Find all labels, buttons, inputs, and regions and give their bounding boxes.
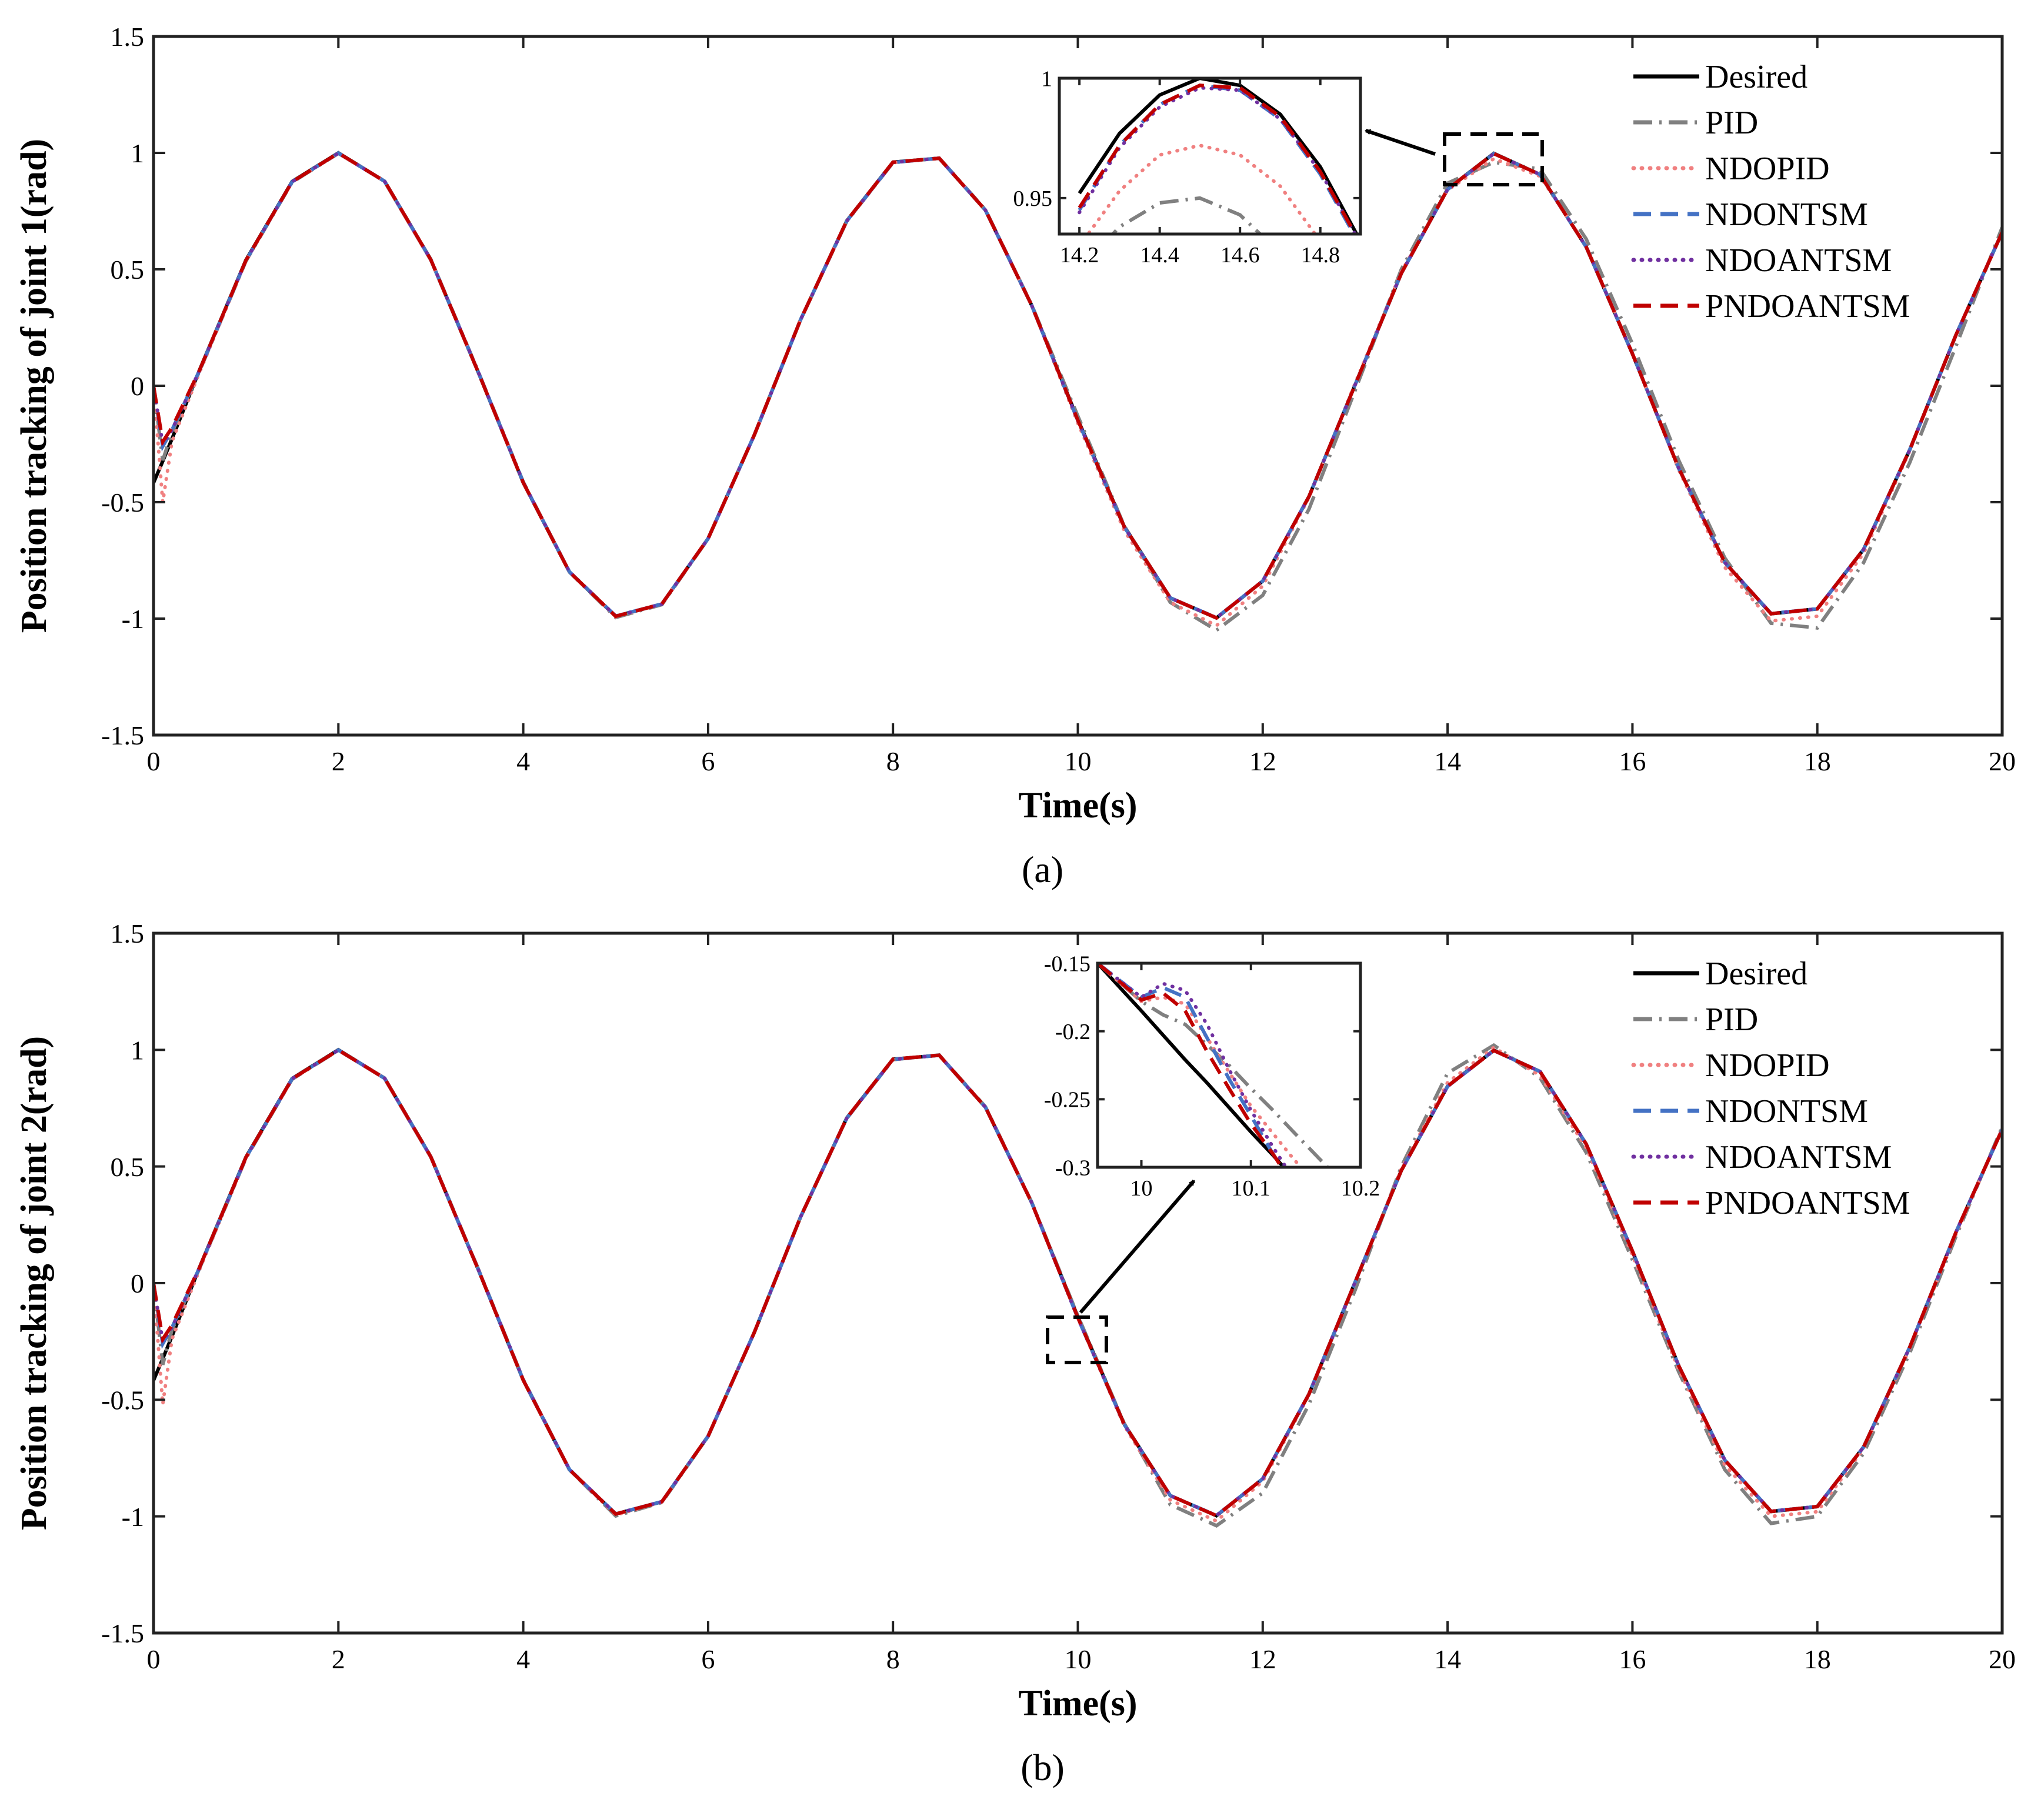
legend-label: NDOPID [1705,151,1830,187]
x-tick-label: 2 [332,746,345,776]
y-tick-label: 0 [131,371,144,401]
x-tick-label: 14.6 [1220,243,1260,268]
legend-label: NDOPID [1705,1047,1830,1084]
series-line [154,1048,2002,1518]
x-tick-label: 14.4 [1140,243,1179,268]
y-tick-label: -0.25 [1044,1088,1090,1113]
x-axis-label: Time(s) [1018,786,1137,826]
x-tick-label: 16 [1619,1644,1646,1674]
y-tick-label: 1 [131,1035,144,1065]
series-line [1098,963,1286,1167]
legend: Desired PID NDOPID NDONTSM NDOANTSM PNDOANTSM [1631,59,1910,325]
series-line [1110,196,1263,234]
x-tick-label: 4 [516,1644,530,1674]
series-line [154,151,2002,633]
x-tick-label: 0 [147,746,161,776]
x-tick-label: 18 [1804,1644,1831,1674]
inset-chart: 10 10.1 10.2 -0.3 -0.25 -0.2 -0.15 [1044,951,1380,1201]
y-tick-label: 1 [131,138,144,168]
plot-background [154,933,2002,1633]
y-tick-label: -0.5 [101,487,144,517]
y-axis-label: Position tracking of joint 1(rad) [14,139,54,633]
x-tick-label: 12 [1249,1644,1276,1674]
y-tick-label: -0.5 [101,1385,144,1415]
series-line [1078,78,1359,234]
x-tick-label: 4 [516,746,530,776]
x-tick-label: 8 [886,746,900,776]
y-tick-label: 0 [131,1268,144,1298]
x-tick-label: 6 [701,1644,715,1674]
zoom-annotations [1046,129,1544,1364]
legend-label: PID [1705,105,1758,141]
legend-label: PNDOANTSM [1705,288,1910,325]
x-tick-label: 6 [701,746,715,776]
y-tick-label: 1.5 [111,919,145,949]
axes-frame [1096,961,1362,1169]
x-tick-label: 14 [1434,746,1461,776]
caption: (a) [1022,849,1063,890]
x-tick-label: 14 [1434,1644,1461,1674]
x-tick-label: 10 [1065,746,1092,776]
x-tick-label: 14.8 [1300,243,1340,268]
x-tick-label: 10 [1130,1176,1153,1201]
series-line [1098,963,1284,1167]
legend-label: PID [1705,1001,1758,1038]
x-tick-label: 2 [332,1644,345,1674]
zoom-box [1443,132,1544,186]
zoom-box [1046,1315,1108,1364]
x-tick-label: 14.2 [1060,243,1099,268]
zoom-arrow [1365,129,1436,156]
x-tick-label: 10.2 [1341,1176,1380,1201]
x-tick-label: 20 [1989,1644,2016,1674]
chart: 0 2 4 6 8 10 12 14 16 18 20 -1.5 -1 -0.5 0 0.5 1 1.5 Time(… [14,22,2016,890]
legend: Desired PID NDOPID NDONTSM NDOANTSM PNDOANTSM [1631,956,1910,1221]
y-tick-label: -0.15 [1044,951,1090,976]
y-axis-label: Position tracking of joint 2(rad) [14,1036,54,1530]
x-tick-label: 16 [1619,746,1646,776]
x-tick-label: 12 [1249,746,1276,776]
y-tick-label: 0.5 [111,1152,145,1182]
series-line [1078,84,1358,234]
legend-label: NDONTSM [1705,196,1868,233]
y-tick-label: 0.95 [1013,186,1053,211]
legend-label: NDOANTSM [1705,242,1892,279]
legend-label: Desired [1705,59,1807,95]
legend-label: PNDOANTSM [1705,1185,1910,1221]
chart: 0 2 4 6 8 10 12 14 16 18 20 -1.5 -1 -0.5 0 0.5 1 1.5 Time(… [14,919,2016,1788]
y-tick-label: -1.5 [101,1618,144,1648]
x-tick-label: 20 [1989,746,2016,776]
y-tick-label: -1.5 [101,720,144,750]
series-line [1078,86,1358,234]
y-tick-label: -1 [122,604,144,634]
x-tick-label: 0 [147,1644,161,1674]
x-tick-label: 8 [886,1644,900,1674]
x-axis-label: Time(s) [1018,1684,1137,1724]
zoom-arrow [1079,1180,1196,1314]
series-line [154,1048,2002,1518]
x-tick-label: 18 [1804,746,1831,776]
y-tick-label: -0.3 [1055,1156,1090,1180]
series-line [1086,143,1318,234]
x-tick-label: 10 [1065,1644,1092,1674]
series-line [154,151,2002,620]
inset-chart: 14.2 14.4 14.6 14.8 0.95 1 [1013,66,1362,268]
axes-frame [1058,76,1362,236]
caption: (b) [1020,1746,1065,1788]
y-tick-label: -1 [122,1502,144,1532]
legend-label: Desired [1705,956,1807,992]
y-tick-label: -0.2 [1055,1020,1090,1044]
y-tick-label: 1.5 [111,22,145,52]
series-line [1098,963,1288,1167]
legend-label: NDONTSM [1705,1093,1868,1130]
y-tick-label: 1 [1041,66,1052,91]
series-line [1098,963,1284,1167]
x-tick-label: 10.1 [1232,1176,1271,1201]
y-tick-label: 0.5 [111,255,145,285]
legend-label: NDOANTSM [1705,1139,1892,1176]
